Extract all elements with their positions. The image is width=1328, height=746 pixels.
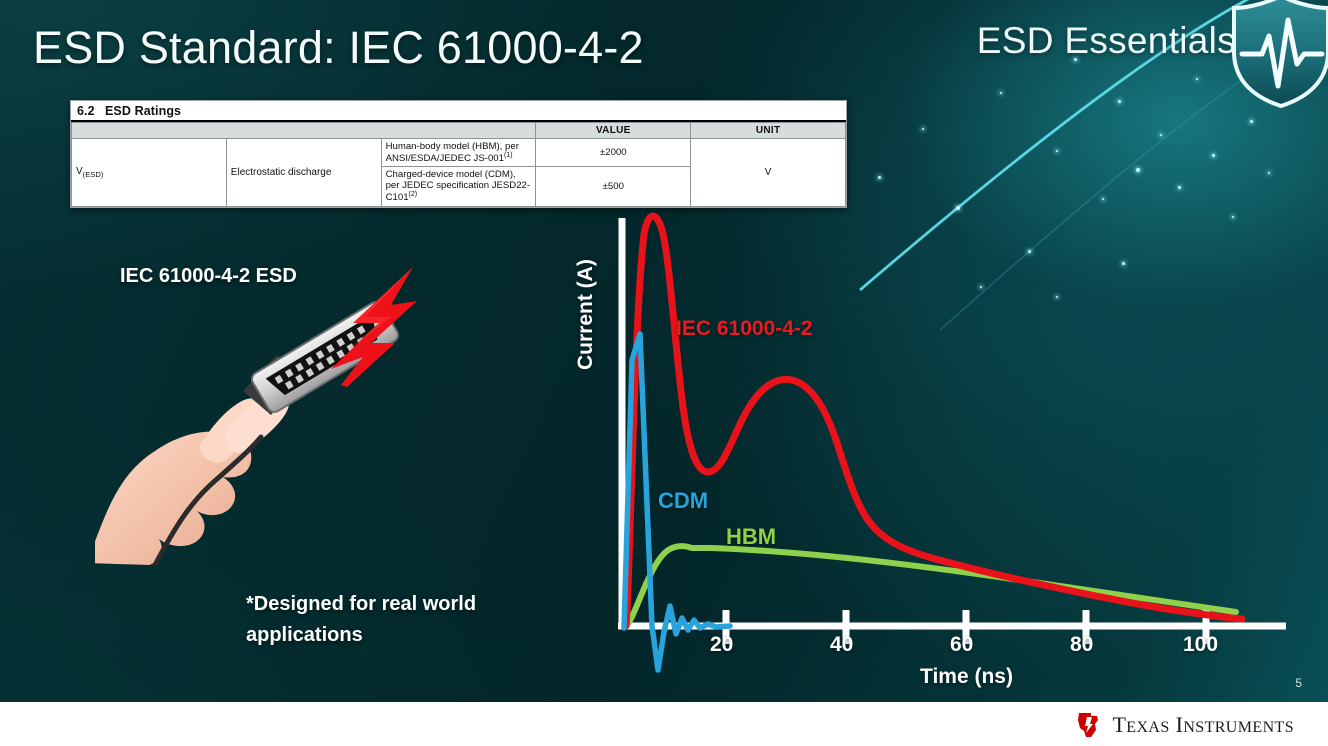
hand-holding-connector-icon — [95, 267, 417, 565]
chart-xtick-80: 80 — [1070, 633, 1094, 656]
esd-ratings-table: 6.2 ESD Ratings VALUE UNIT V(ESD) Electro… — [70, 100, 847, 208]
page-title: ESD Standard: IEC 61000-4-2 — [33, 22, 644, 73]
ti-texas-logo-icon — [1078, 713, 1099, 737]
table-section-number: 6.2 — [77, 104, 95, 118]
cell-test-condition: Charged-device model (CDM), per JEDEC sp… — [380, 166, 537, 207]
cell-parameter: Electrostatic discharge — [225, 138, 382, 207]
footer-bar: TEXAS INSTRUMENTS — [0, 702, 1328, 746]
esd-illustration-label: IEC 61000-4-2 ESD — [120, 265, 297, 287]
cell-symbol: V(ESD) — [71, 138, 227, 207]
series-label-iec: IEC 61000-4-2 — [676, 317, 813, 340]
footnote-marker-2: (2) — [408, 191, 418, 199]
ti-word-t: T — [1112, 712, 1127, 737]
lightning-bolt-icon — [331, 267, 417, 387]
series-label-cdm: CDM — [658, 488, 709, 513]
ti-wordmark: TEXAS INSTRUMENTS — [1112, 712, 1294, 738]
esd-waveform-chart — [618, 212, 1286, 673]
chart-x-axis-label: Time (ns) — [920, 665, 1013, 688]
chart-xtick-60: 60 — [950, 633, 974, 656]
ti-word-i: I — [1175, 712, 1184, 737]
table-header-unit: UNIT — [690, 122, 846, 139]
table-section-title: ESD Ratings — [105, 104, 182, 118]
series-hbm — [623, 543, 1239, 629]
series-label-hbm: HBM — [726, 524, 777, 549]
table-header-blank — [70, 122, 537, 139]
series-cdm — [621, 331, 733, 673]
series-iec-61000-4-2 — [622, 212, 1246, 630]
table-header-row: VALUE UNIT — [70, 122, 846, 139]
cell-value-hbm: ±2000 — [535, 137, 692, 168]
ti-word-nstruments: NSTRUMENTS — [1183, 719, 1294, 736]
footnote-marker-1: (1) — [503, 152, 513, 160]
real-world-note: *Designed for real world applications — [246, 593, 477, 646]
symbol-base: V — [76, 165, 83, 177]
cell-test-condition: Human-body model (HBM), per ANSI/ESDA/JE… — [380, 137, 537, 168]
brand-label: ESD Essentials — [976, 20, 1236, 61]
chart-xtick-20: 20 — [710, 633, 734, 656]
table-section-heading: 6.2 ESD Ratings — [71, 101, 846, 122]
shield-pulse-icon — [1228, 0, 1328, 112]
chart-xtick-40: 40 — [830, 633, 854, 656]
slide-number: 5 — [1295, 676, 1302, 690]
chart-xtick-100: 100 — [1183, 633, 1219, 656]
symbol-subscript: (ESD) — [82, 169, 104, 179]
ti-word-exas: EXAS — [1126, 719, 1170, 736]
table-row: V(ESD) Electrostatic discharge Human-bod… — [71, 137, 846, 207]
cell-value-cdm: ±500 — [535, 166, 692, 207]
ti-logo: TEXAS INSTRUMENTS — [1073, 710, 1294, 740]
table-row: Charged-device model (CDM), per JEDEC sp… — [72, 166, 846, 207]
cell-unit: V — [690, 138, 846, 207]
test-text-cdm: Charged-device model (CDM), per JEDEC sp… — [385, 169, 531, 204]
table-header-value: VALUE — [535, 122, 692, 139]
test-text-hbm: Human-body model (HBM), per ANSI/ESDA/JE… — [385, 141, 519, 165]
